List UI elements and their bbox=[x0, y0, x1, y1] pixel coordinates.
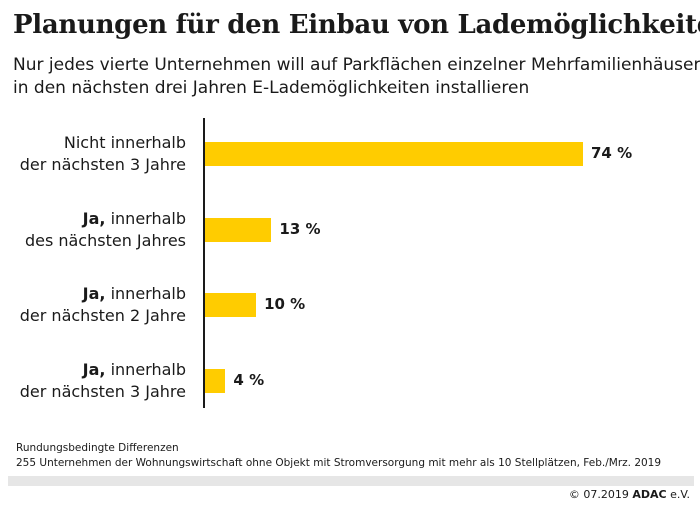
chart-notes: Rundungsbedingte Differenzen 255 Unterne… bbox=[16, 441, 661, 471]
category-label: Ja, innerhalb des nächsten Jahres bbox=[0, 208, 186, 252]
chart-subtitle: Nur jedes vierte Unternehmen will auf Pa… bbox=[13, 54, 700, 100]
note-rounding: Rundungsbedingte Differenzen bbox=[16, 442, 179, 454]
footer-copyright: © 07.2019 bbox=[568, 488, 629, 501]
note-source: 255 Unternehmen der Wohnungswirtschaft o… bbox=[16, 457, 662, 469]
category-label-bold: Ja, bbox=[82, 209, 106, 228]
category-label-line-2: der nächsten 3 Jahre bbox=[19, 155, 186, 174]
chart-title: Planungen für den Einbau von Lademöglich… bbox=[13, 10, 700, 40]
footer-brand-suffix: e.V. bbox=[666, 488, 690, 501]
category-label: Ja, innerhalb der nächsten 2 Jahre bbox=[0, 283, 186, 327]
category-label: Ja, innerhalb der nächsten 3 Jahre bbox=[0, 359, 186, 403]
bar-value-label: 4 % bbox=[233, 371, 265, 389]
bar bbox=[205, 369, 226, 393]
category-axis-line bbox=[203, 118, 205, 408]
bar bbox=[205, 142, 583, 166]
footer-divider bbox=[8, 476, 694, 486]
category-label-rest: innerhalb bbox=[105, 284, 186, 303]
category-label: Nicht innerhalb der nächsten 3 Jahre bbox=[0, 132, 186, 176]
category-label-bold: Ja, bbox=[82, 360, 106, 379]
bar-chart: Nicht innerhalb der nächsten 3 Jahre 74 % J… bbox=[0, 118, 700, 408]
category-label-line-1: Ja, innerhalb bbox=[0, 283, 186, 305]
category-label-line-2: der nächsten 3 Jahre bbox=[19, 382, 186, 401]
footer-credit: © 07.2019 ADAC e.V. bbox=[569, 488, 690, 501]
bar-value-label: 10 % bbox=[264, 295, 306, 313]
category-label-line-2: des nächsten Jahres bbox=[24, 231, 186, 250]
bar-value-label: 13 % bbox=[279, 220, 321, 238]
category-label-rest: innerhalb bbox=[105, 209, 186, 228]
bar-value-label: 74 % bbox=[591, 144, 633, 162]
subtitle-line-1: Nur jedes vierte Unternehmen will auf Pa… bbox=[13, 55, 700, 75]
category-label-line-2: der nächsten 2 Jahre bbox=[19, 306, 186, 325]
category-label-line-1: Nicht innerhalb bbox=[0, 132, 186, 154]
brand-logo: ADAC bbox=[632, 488, 667, 501]
category-label-bold: Ja, bbox=[82, 284, 106, 303]
category-label-rest: innerhalb bbox=[105, 360, 186, 379]
category-label-line-1: Ja, innerhalb bbox=[0, 359, 186, 381]
category-label-rest: Nicht innerhalb bbox=[63, 133, 186, 152]
bar bbox=[205, 218, 272, 242]
subtitle-line-2: in den nächsten drei Jahren E-Lademöglic… bbox=[13, 78, 530, 98]
bar bbox=[205, 293, 257, 317]
category-label-line-1: Ja, innerhalb bbox=[0, 208, 186, 230]
